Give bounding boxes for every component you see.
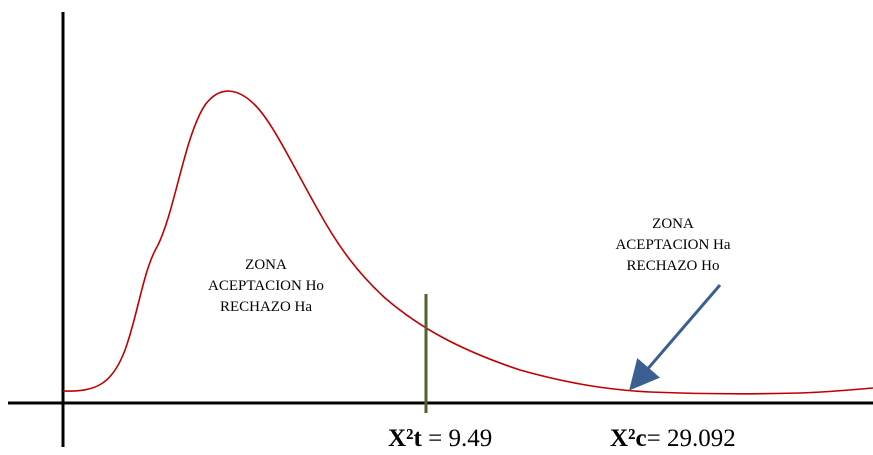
zone-ho-line-2: ACEPTACION Ho — [208, 278, 324, 294]
critical-value-number: = 9.49 — [421, 425, 493, 452]
zone-acceptance-ho-label: ZONA ACEPTACION Ho RECHAZO Ha — [166, 255, 366, 318]
zone-ha-line-1: ZONA — [652, 216, 694, 232]
zone-acceptance-ha-label: ZONA ACEPTACION Ha RECHAZO Ho — [598, 214, 748, 277]
distribution-curve — [62, 90, 873, 395]
zone-ha-line-3: RECHAZO Ho — [626, 258, 720, 274]
critical-value-label: X²t = 9.49 — [388, 424, 492, 454]
zone-ho-line-1: ZONA — [245, 257, 287, 273]
pointer-arrow — [629, 284, 722, 391]
critical-value-symbol: X²t — [388, 425, 422, 452]
calculated-value-symbol: X²c — [610, 425, 647, 452]
zone-ho-line-3: RECHAZO Ha — [219, 299, 313, 315]
calculated-value-number: = 29.092 — [646, 425, 736, 452]
zone-ha-line-2: ACEPTACION Ha — [615, 237, 731, 253]
calculated-value-label: X²c= 29.092 — [610, 424, 736, 454]
